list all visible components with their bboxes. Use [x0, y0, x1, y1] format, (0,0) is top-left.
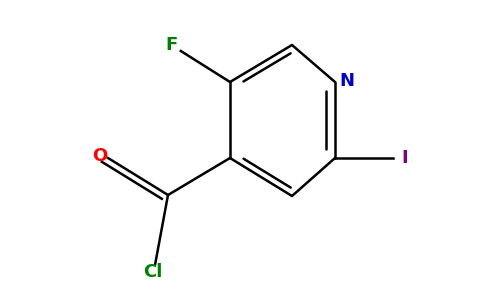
- Text: O: O: [91, 148, 107, 166]
- Text: I: I: [402, 149, 408, 167]
- Text: Cl: Cl: [143, 262, 162, 280]
- Text: N: N: [340, 71, 355, 89]
- Text: F: F: [165, 36, 177, 54]
